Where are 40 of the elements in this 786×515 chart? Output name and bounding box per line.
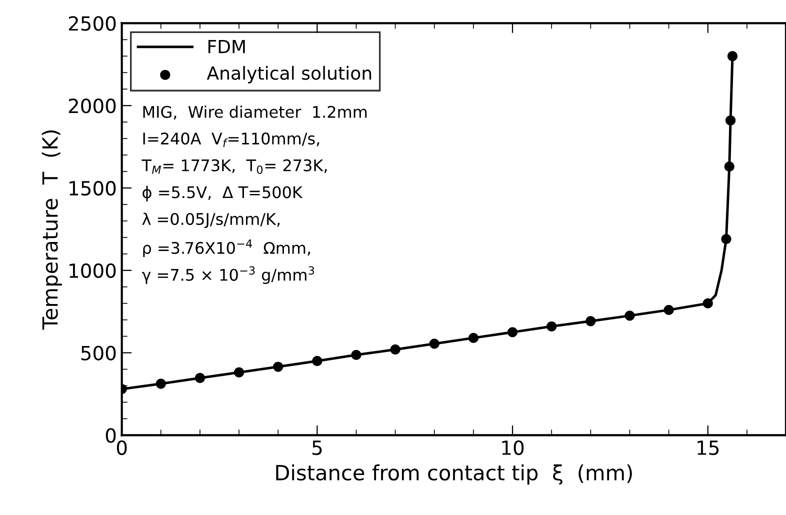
x-tick-label: 10 [502, 440, 524, 456]
point [507, 327, 518, 338]
point [664, 304, 674, 316]
point [702, 298, 713, 308]
y-tick-label: 500 [81, 346, 116, 360]
annotation: T$_{M}$= 1773K, T$_{0}$= 273K, [142, 159, 327, 174]
point [468, 332, 479, 344]
point [721, 234, 732, 244]
annotation: λ =0.05J/s/mm/K, [142, 212, 280, 228]
point [727, 51, 738, 62]
legend-label: FDM [208, 40, 245, 54]
point [546, 321, 557, 332]
point [724, 161, 734, 172]
point [429, 338, 440, 349]
annotation: MIG, Wire diameter 1.2mm [143, 106, 367, 120]
x-tick-label: 5 [312, 440, 322, 456]
point [390, 344, 400, 355]
x-tick-label: 0 [116, 440, 127, 456]
annotation: γ =7.5 × 10$^{−3}$ g/mm$^{3}$ [142, 266, 314, 284]
point [194, 372, 206, 384]
point [312, 356, 322, 366]
point [351, 350, 362, 360]
point [586, 316, 596, 326]
annotation: I=240A V$_{f}$=110mm/s, [143, 132, 320, 147]
y-tick-label: 1500 [70, 180, 116, 196]
annotation: ρ =3.76X10$^{−4}$ Ωmm, [143, 239, 310, 258]
legend-label: Analytical solution [206, 66, 372, 84]
point [273, 362, 284, 372]
annotation: ϕ =5.5V, Δ T=500K [142, 186, 303, 202]
x-axis-title: Distance from contact tip ξ (mm) [276, 464, 632, 485]
y-tick-label: 2500 [68, 16, 116, 31]
point [725, 115, 736, 126]
point [156, 378, 166, 389]
y-axis-title: Temperature T (K) [42, 130, 62, 330]
y-tick-label: 1000 [70, 263, 116, 278]
x-tick-label: 15 [698, 440, 719, 456]
y-tick-label: 0 [106, 428, 116, 443]
point [234, 367, 244, 378]
point [624, 310, 635, 321]
y-tick-label: 2000 [68, 98, 116, 114]
